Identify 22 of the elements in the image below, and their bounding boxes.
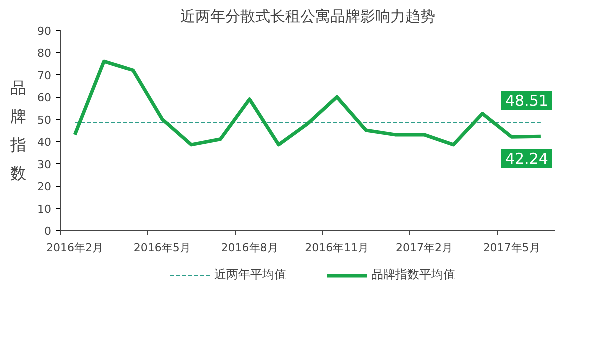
y-tick-label: 20 bbox=[38, 180, 52, 194]
data-label: 48.51 bbox=[505, 92, 548, 110]
data-label: 42.24 bbox=[505, 150, 548, 168]
y-tick-label: 90 bbox=[38, 25, 52, 38]
legend-label: 近两年平均值 bbox=[214, 266, 286, 284]
x-tick-label: 2016年8月 bbox=[221, 242, 278, 254]
x-tick-label: 2017年5月 bbox=[483, 242, 540, 254]
y-tick-label: 60 bbox=[38, 92, 52, 105]
y-tick-label: 50 bbox=[38, 114, 52, 127]
y-axis-title: 品牌指数 bbox=[10, 78, 27, 183]
y-tick-label: 40 bbox=[38, 136, 52, 150]
chart-title: 近两年分散式长租公寓品牌影响力趋势 bbox=[180, 8, 436, 26]
legend-label: 品牌指数平均值 bbox=[372, 266, 456, 284]
y-tick-label: 10 bbox=[38, 202, 52, 216]
x-tick-label: 2016年5月 bbox=[134, 242, 191, 254]
y-tick-label: 70 bbox=[38, 69, 52, 82]
x-tick-label: 2016年11月 bbox=[305, 242, 370, 254]
y-tick-label: 30 bbox=[38, 158, 52, 172]
y-tick-label: 80 bbox=[38, 47, 52, 60]
y-tick-label: 0 bbox=[44, 225, 52, 238]
x-tick-label: 2017年2月 bbox=[396, 242, 453, 254]
x-tick-label: 2016年2月 bbox=[46, 242, 104, 254]
